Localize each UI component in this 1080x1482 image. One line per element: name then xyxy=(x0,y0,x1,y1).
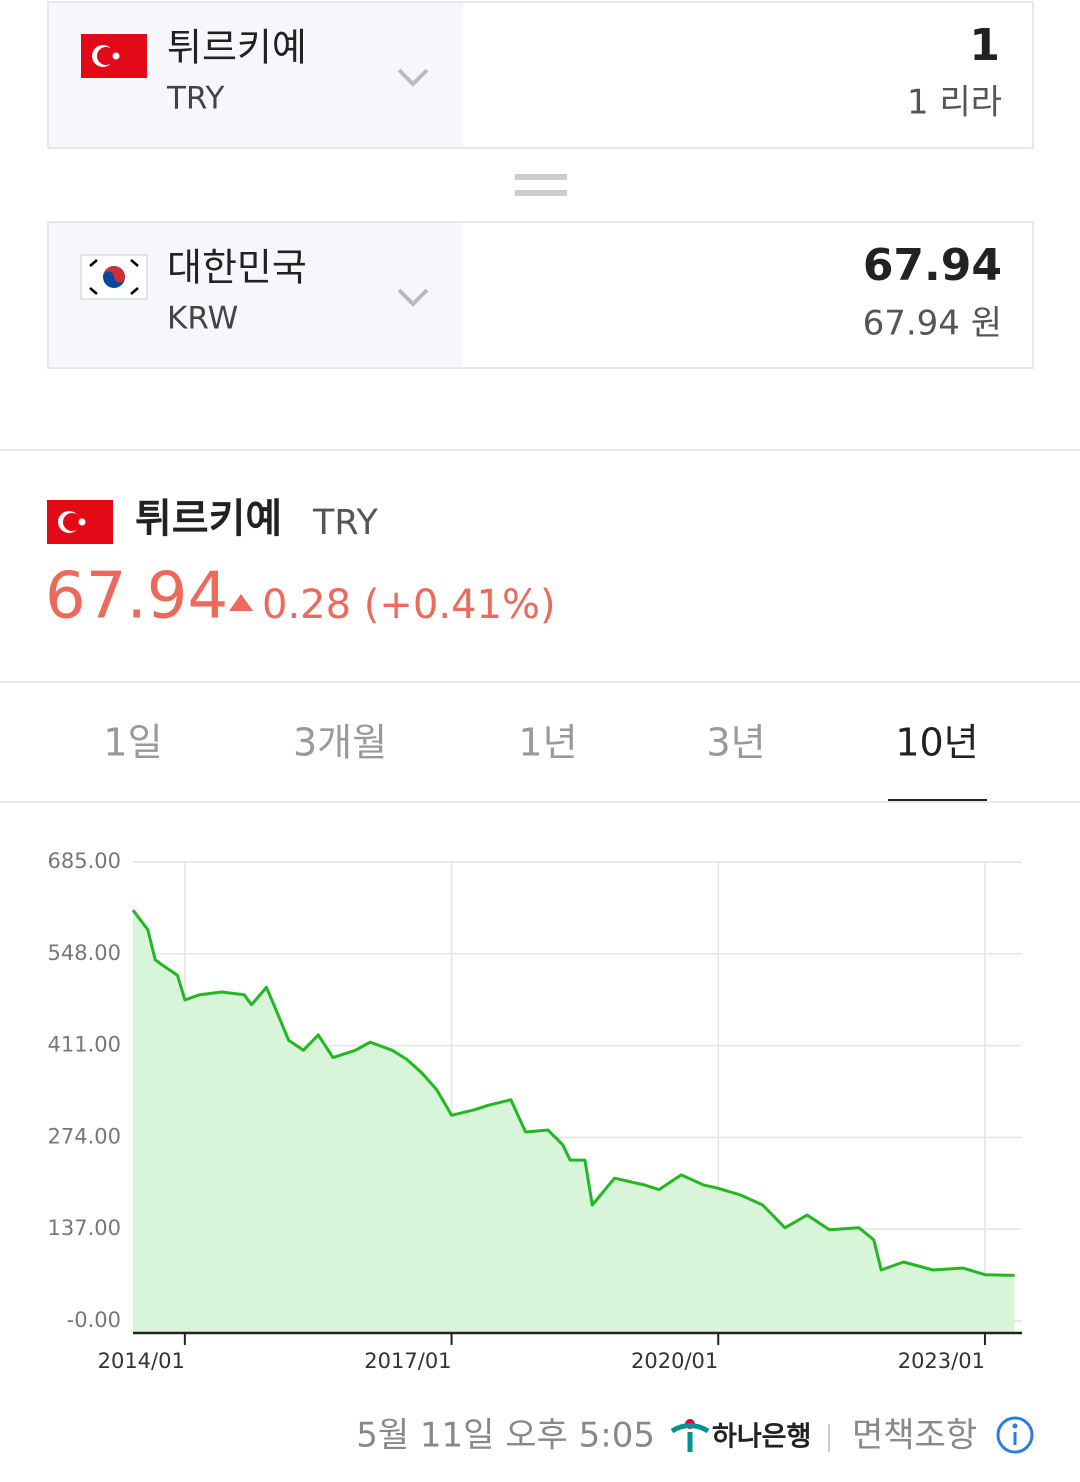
bank-name: 하나은행 xyxy=(712,1422,811,1453)
tab-underline xyxy=(888,799,987,802)
dropdown-chevron[interactable] xyxy=(397,288,429,307)
bank-logo xyxy=(670,1419,710,1452)
info-icon[interactable] xyxy=(996,1416,1034,1454)
amount: 1 xyxy=(969,20,1000,71)
quote-name: 튀르키예 xyxy=(135,496,282,542)
currency-code: KRW xyxy=(167,301,238,337)
amount-text: 1 리라 xyxy=(907,83,1002,123)
y-tick-label: 274.00 xyxy=(48,1124,121,1148)
quote-change: 0.28 (+0.41%) xyxy=(262,582,556,628)
tab[interactable]: 1년 xyxy=(518,721,577,765)
equals-icon xyxy=(515,174,567,196)
quote-price: 67.94 xyxy=(45,560,228,634)
disclaimer[interactable]: 면책조항 xyxy=(852,1416,977,1456)
y-tick-label: 548.00 xyxy=(48,941,121,965)
tab[interactable]: 1일 xyxy=(103,721,162,765)
y-tick-label: 685.00 xyxy=(48,849,121,873)
flag-tr xyxy=(81,34,147,78)
y-tick-label: 411.00 xyxy=(48,1033,121,1057)
tab[interactable]: 3개월 xyxy=(293,721,387,765)
price-line xyxy=(131,909,1015,1277)
tab[interactable]: 10년 xyxy=(895,721,978,765)
currency-name: 튀르키예 xyxy=(167,26,307,70)
amount-text: 67.94 원 xyxy=(863,304,1002,344)
area-fill xyxy=(133,910,1015,1333)
currency-name: 대한민국 xyxy=(167,246,307,290)
quote-code: TRY xyxy=(312,503,378,543)
timestamp: 5월 11일 오후 5:05 xyxy=(356,1416,655,1456)
x-tick-label: 2023/01 xyxy=(898,1349,985,1373)
y-tick-label: 137.00 xyxy=(48,1216,121,1240)
flag-tr xyxy=(47,500,113,544)
amount: 67.94 xyxy=(863,240,1002,291)
x-tick-label: 2020/01 xyxy=(631,1349,718,1373)
y-tick-label: -0.00 xyxy=(67,1308,121,1332)
x-tick-label: 2014/01 xyxy=(98,1349,185,1373)
up-arrow xyxy=(229,594,253,611)
x-tick-label: 2017/01 xyxy=(364,1349,451,1373)
currency-code: TRY xyxy=(166,81,224,117)
flag-kr xyxy=(80,254,148,300)
chart: 685.00 548.00 411.00 274.00 137.00 -0.00 2014/… xyxy=(48,849,1022,1373)
tab-bar: 1일 3개월 1년 3년 10년 xyxy=(103,721,987,802)
dropdown-chevron[interactable] xyxy=(397,68,429,87)
tab[interactable]: 3년 xyxy=(706,721,765,765)
